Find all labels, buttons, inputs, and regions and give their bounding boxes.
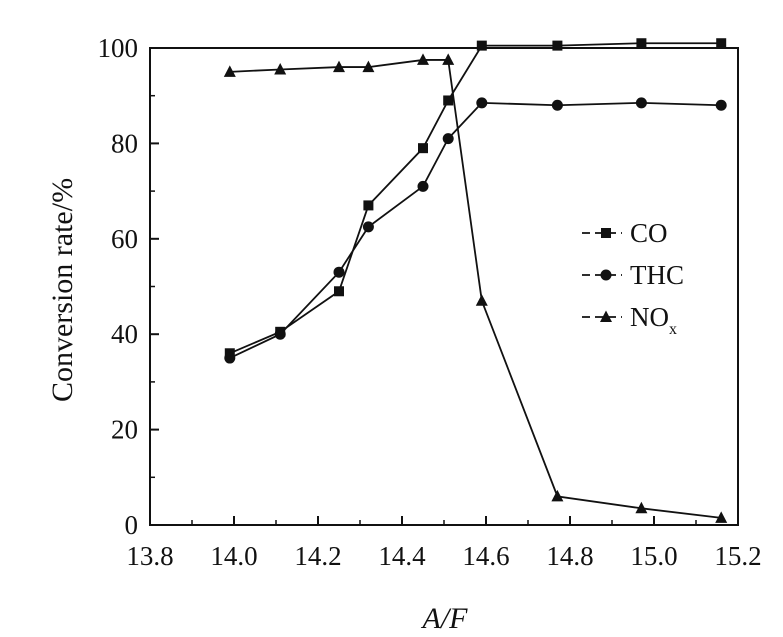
data-point <box>417 53 429 65</box>
y-tick-label: 100 <box>98 33 139 63</box>
data-point <box>442 133 454 145</box>
data-point <box>363 200 374 211</box>
data-point <box>274 62 287 75</box>
legend-label: THC <box>630 260 684 290</box>
legend-item: THC <box>582 260 684 290</box>
x-tick-label: 14.0 <box>210 541 257 571</box>
series-thc <box>224 97 727 364</box>
legend-marker <box>600 269 612 281</box>
series-line <box>229 101 722 359</box>
x-tick-label: 14.4 <box>378 541 426 571</box>
series-line <box>229 59 722 519</box>
x-tick-label: 14.6 <box>462 541 509 571</box>
data-point <box>635 501 648 514</box>
x-tick-label: 13.8 <box>126 541 173 571</box>
data-point <box>635 97 647 109</box>
data-point <box>442 53 455 65</box>
x-tick-label: 14.8 <box>546 541 593 571</box>
data-point <box>715 511 728 523</box>
data-point <box>418 143 428 154</box>
x-tick-label: 14.2 <box>294 541 341 571</box>
series-line <box>229 42 722 355</box>
axes: 13.8 14.0 14.2 14.4 14.6 14.8 15.0 15.2 0 20 40 60 8… <box>98 33 762 571</box>
series-no <box>223 53 728 523</box>
x-tick-label: 15.0 <box>630 541 677 571</box>
data-point <box>443 95 454 106</box>
y-tick-label: 20 <box>111 415 138 445</box>
legend: CO THC NOx <box>582 218 684 338</box>
data-point <box>223 65 236 77</box>
data-point <box>274 328 286 340</box>
data-point <box>475 294 488 306</box>
y-tick-label: 80 <box>111 128 138 158</box>
legend-marker <box>600 310 612 322</box>
legend-marker <box>601 228 611 238</box>
data-point <box>476 40 487 51</box>
x-axis-title: A/F <box>421 602 469 635</box>
data-point <box>552 40 563 51</box>
data-point <box>716 38 727 49</box>
data-point <box>333 266 345 278</box>
data-point <box>715 99 727 111</box>
data-point <box>334 286 344 297</box>
y-tick-label: 40 <box>111 319 138 349</box>
data-point <box>362 60 375 73</box>
y-tick-label: 0 <box>125 510 139 540</box>
data-point <box>476 97 488 109</box>
data-point <box>551 99 563 111</box>
legend-item: NOx <box>582 302 677 338</box>
data-point <box>417 180 429 192</box>
legend-label: NOx <box>630 302 677 338</box>
series-layer <box>223 38 728 523</box>
y-tick-label: 60 <box>111 224 138 254</box>
legend-item: CO <box>582 218 668 248</box>
data-point <box>636 38 647 49</box>
data-point <box>224 352 236 364</box>
legend-label: CO <box>630 218 668 248</box>
data-point <box>333 60 345 73</box>
data-point <box>362 221 374 233</box>
y-axis-title: Conversion rate/% <box>46 178 79 402</box>
data-point <box>551 489 564 502</box>
x-tick-label: 15.2 <box>714 541 761 571</box>
